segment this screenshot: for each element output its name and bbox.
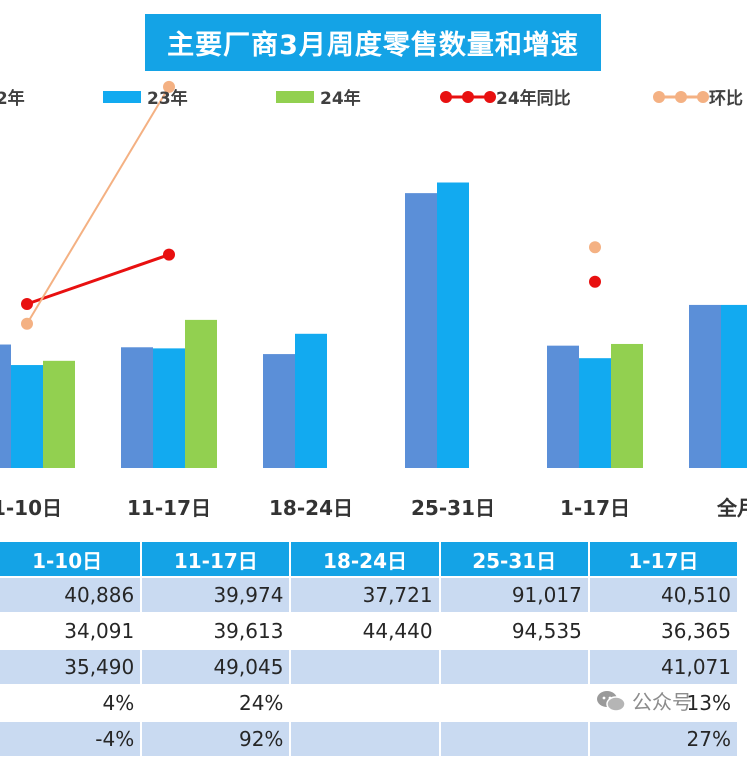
- table-cell: 40,886: [0, 576, 143, 614]
- legend-swatch-24年: [276, 91, 314, 103]
- table-cell: 49,045: [140, 648, 292, 686]
- table-cell: 34,091: [0, 612, 143, 650]
- bar-22年-11-17日: [121, 347, 153, 468]
- legend-marker: [440, 91, 452, 103]
- table-cell: 37,721: [289, 576, 441, 614]
- bar-23年-18-24日: [295, 333, 327, 468]
- legend-marker: [653, 91, 665, 103]
- table-header-cell: 1-10日: [0, 540, 143, 578]
- table-row: 40,886 39,974 37,721 91,017 40,510: [0, 576, 740, 614]
- bar-23年-全月: [721, 304, 747, 468]
- watermark: 公众号: [596, 686, 692, 715]
- x-tick-label: 1-10日: [0, 496, 62, 520]
- legend-label: 22年: [0, 88, 25, 109]
- table-row: 34,091 39,613 44,440 94,535 36,365: [0, 612, 740, 650]
- line-segment-环比: [26, 86, 170, 325]
- legend-marker: [484, 91, 496, 103]
- table-cell: -4%: [0, 720, 143, 758]
- table-header-cell: 1-17日: [587, 540, 740, 578]
- table-cell: 35,490: [0, 648, 143, 686]
- point-24年同比-1-10日: [21, 298, 33, 310]
- bar-23年-1-17日: [579, 358, 611, 468]
- point-环比-1-10日: [21, 317, 33, 330]
- point-24年同比-11-17日: [163, 248, 175, 261]
- legend-label: 24年: [320, 88, 361, 109]
- chart-area: 1-10日 11-17日 18-24日 25-31日 1-17日 全月 22年 23年 24年 2…: [0, 80, 747, 520]
- table-cell: 41,071: [587, 648, 740, 686]
- table-cell: 40,510: [587, 576, 740, 614]
- x-tick-label: 18-24日: [269, 496, 353, 520]
- x-tick-label: 全月: [716, 496, 747, 520]
- bar-22年-1-10日: [0, 344, 11, 468]
- data-table: 1-10日 11-17日 18-24日 25-31日 1-17日 40,886 …: [0, 540, 740, 758]
- bar-23年-25-31日: [437, 182, 469, 468]
- table-row: 35,490 49,045 41,071: [0, 648, 740, 686]
- legend-label: 24年同比: [496, 88, 571, 109]
- table-cell: [438, 684, 590, 722]
- x-tick-label: 11-17日: [127, 496, 211, 520]
- point-24年同比-1-17日: [589, 275, 601, 288]
- chart-title: 主要厂商3月周度零售数量和增速: [145, 14, 601, 71]
- table-cell: 91,017: [438, 576, 590, 614]
- table-row: 4% 24% 13%: [0, 684, 740, 722]
- table-cell: 92%: [140, 720, 292, 758]
- legend-label: 环比: [709, 88, 743, 109]
- wechat-icon: [597, 690, 626, 712]
- point-环比-1-17日: [589, 241, 601, 254]
- table-cell: 44,440: [289, 612, 441, 650]
- legend-marker: [462, 91, 474, 103]
- bar-24年-1-17日: [611, 343, 643, 468]
- table-cell: 39,613: [140, 612, 292, 650]
- legend-label: 23年: [147, 88, 188, 109]
- bar-24年-1-10日: [43, 360, 75, 468]
- legend-marker: [675, 91, 687, 103]
- table-cell: 4%: [0, 684, 143, 722]
- table-cell: [289, 684, 441, 722]
- table-cell: [289, 648, 441, 686]
- bar-22年-全月: [689, 304, 721, 468]
- bar-24年-11-17日: [185, 319, 217, 468]
- table-cell: 27%: [587, 720, 740, 758]
- bar-23年-11-17日: [153, 348, 185, 468]
- table-row: -4% 92% 27%: [0, 720, 740, 758]
- table-cell: 39,974: [140, 576, 292, 614]
- bar-22年-1-17日: [547, 345, 579, 468]
- table-cell: 94,535: [438, 612, 590, 650]
- bar-22年-25-31日: [405, 193, 437, 468]
- table-cell: [438, 648, 590, 686]
- line-segment-24年同比: [26, 253, 170, 306]
- table-cell: [438, 720, 590, 758]
- legend-swatch-23年: [103, 91, 141, 103]
- bar-23年-1-10日: [11, 365, 43, 468]
- table-cell: [289, 720, 441, 758]
- x-tick-label: 1-17日: [560, 496, 630, 520]
- table-header-cell: 11-17日: [140, 540, 292, 578]
- table-header-cell: 25-31日: [438, 540, 590, 578]
- table-header-cell: 18-24日: [289, 540, 441, 578]
- watermark-text: 公众号: [632, 690, 692, 714]
- table-cell: 24%: [140, 684, 292, 722]
- table-header-row: 1-10日 11-17日 18-24日 25-31日 1-17日: [0, 540, 740, 578]
- x-tick-label: 25-31日: [411, 496, 495, 520]
- point-环比-11-17日: [163, 80, 175, 93]
- bar-22年-18-24日: [263, 354, 295, 468]
- legend-marker: [697, 91, 709, 103]
- table-cell: 36,365: [587, 612, 740, 650]
